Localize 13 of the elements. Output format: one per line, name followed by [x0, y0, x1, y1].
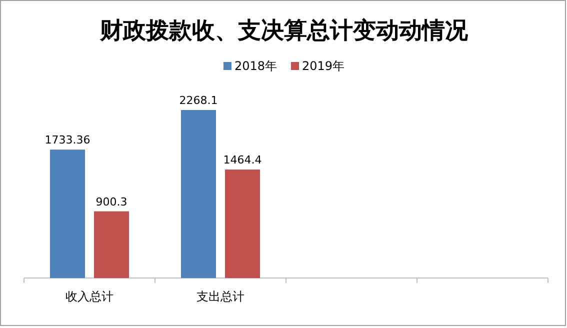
- bar: [225, 170, 260, 278]
- chart-title: 财政拨款收、支决算总计变动动情况: [99, 17, 469, 44]
- data-label: 1464.4: [223, 154, 262, 167]
- data-label: 900.3: [96, 195, 128, 208]
- data-label: 2268.1: [179, 94, 218, 107]
- legend-label: 2019年: [302, 59, 345, 73]
- bar: [94, 211, 129, 278]
- x-tick-label: 收入总计: [66, 290, 114, 304]
- bar: [50, 150, 85, 278]
- bar: [181, 110, 216, 278]
- data-label: 1733.36: [44, 134, 90, 147]
- x-tick-label: 支出总计: [196, 290, 244, 304]
- legend-label: 2018年: [234, 59, 277, 73]
